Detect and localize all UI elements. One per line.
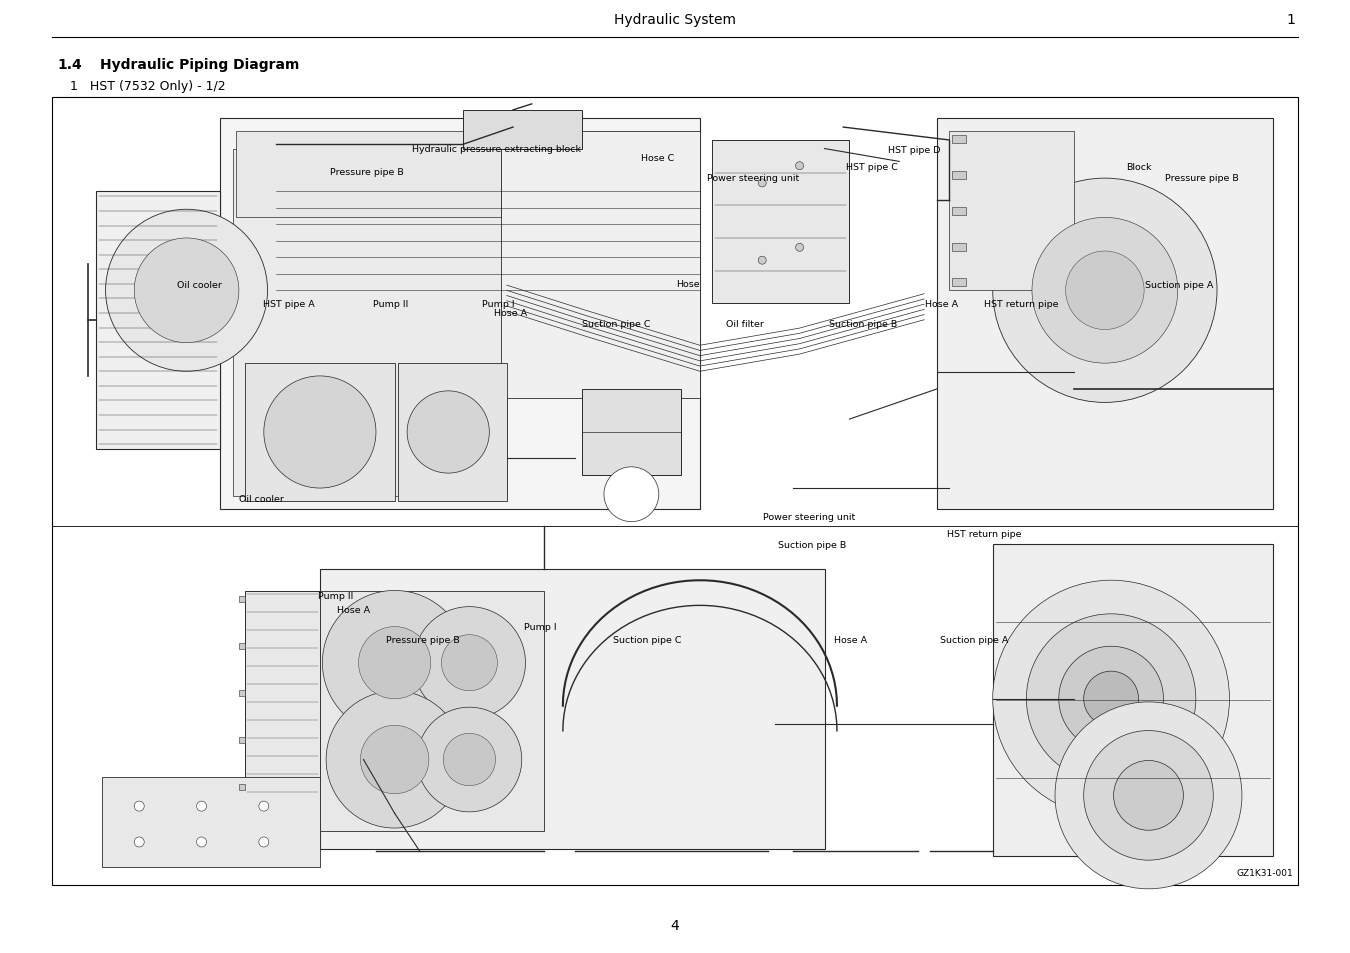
Bar (239, 643, 246, 649)
Text: Suction pipe A: Suction pipe A (1145, 281, 1214, 290)
Text: GZ1K31-001: GZ1K31-001 (1237, 868, 1293, 877)
Circle shape (105, 210, 267, 372)
Circle shape (259, 837, 269, 847)
Text: Hose A: Hose A (925, 299, 958, 309)
Circle shape (1084, 672, 1138, 726)
Circle shape (1056, 702, 1242, 889)
Bar (952, 279, 967, 287)
Text: HST return pipe: HST return pipe (946, 530, 1021, 538)
Bar (239, 597, 246, 602)
Text: Power steering unit: Power steering unit (764, 512, 856, 521)
Text: Oil cooler: Oil cooler (239, 495, 284, 504)
Circle shape (259, 801, 269, 811)
Text: Suction pipe A: Suction pipe A (940, 635, 1008, 644)
Circle shape (327, 691, 463, 828)
Bar (246, 592, 320, 796)
Circle shape (1031, 218, 1177, 364)
Bar (101, 778, 320, 867)
Circle shape (992, 179, 1216, 403)
Bar (937, 119, 1273, 510)
Text: Hydraulic System: Hydraulic System (614, 13, 736, 27)
Text: Hose A: Hose A (338, 605, 370, 614)
Text: Pressure pipe B: Pressure pipe B (386, 635, 460, 644)
Text: Suction pipe B: Suction pipe B (829, 320, 898, 329)
Bar (398, 364, 506, 501)
Text: HST pipe A: HST pipe A (263, 299, 315, 309)
Circle shape (603, 467, 659, 522)
Circle shape (417, 707, 521, 812)
Bar (246, 364, 394, 501)
Text: 1   HST (7532 Only) - 1/2: 1 HST (7532 Only) - 1/2 (70, 80, 225, 92)
Text: Suction pipe B: Suction pipe B (778, 540, 846, 550)
Text: Pump I: Pump I (524, 622, 556, 632)
Circle shape (1058, 646, 1164, 751)
Bar (320, 592, 544, 831)
Text: 1.4: 1.4 (57, 58, 82, 71)
Circle shape (1084, 731, 1214, 861)
Circle shape (441, 635, 497, 691)
Circle shape (1065, 252, 1143, 330)
Text: Pressure pipe B: Pressure pipe B (1165, 173, 1238, 183)
Circle shape (992, 580, 1230, 817)
Bar (463, 111, 582, 150)
Circle shape (1026, 614, 1196, 783)
Circle shape (443, 734, 495, 786)
Text: Hose: Hose (675, 280, 699, 289)
Bar (239, 691, 246, 697)
Text: HST return pipe: HST return pipe (984, 299, 1058, 309)
Circle shape (359, 627, 431, 700)
Text: Pump II: Pump II (373, 299, 409, 309)
Text: Suction pipe C: Suction pipe C (613, 635, 682, 644)
Bar (96, 193, 220, 450)
Circle shape (323, 591, 467, 735)
Text: HST pipe C: HST pipe C (846, 163, 898, 172)
Circle shape (263, 376, 375, 489)
Circle shape (408, 392, 489, 474)
Text: 4: 4 (671, 918, 679, 932)
Circle shape (795, 244, 803, 252)
Bar (236, 132, 501, 218)
Bar (232, 150, 506, 497)
Circle shape (134, 801, 144, 811)
Bar (582, 390, 682, 476)
Bar (952, 136, 967, 144)
Text: Oil filter: Oil filter (726, 320, 764, 329)
Text: Hose A: Hose A (834, 635, 867, 644)
Text: Oil cooler: Oil cooler (177, 281, 221, 290)
Bar (320, 570, 825, 849)
Text: Hose A: Hose A (494, 309, 526, 318)
Text: Hydraulic pressure extracting block: Hydraulic pressure extracting block (412, 145, 582, 153)
Text: Suction pipe C: Suction pipe C (582, 320, 651, 329)
Text: HST pipe D: HST pipe D (888, 146, 941, 155)
Bar (949, 132, 1073, 291)
Text: Pump I: Pump I (482, 299, 514, 309)
Text: Power steering unit: Power steering unit (707, 173, 799, 183)
Circle shape (759, 180, 767, 188)
Bar (992, 545, 1273, 857)
Text: Pressure pipe B: Pressure pipe B (331, 168, 404, 177)
Text: 1: 1 (1287, 13, 1295, 27)
Bar (952, 172, 967, 180)
Bar (952, 208, 967, 215)
Bar (220, 119, 699, 510)
Circle shape (360, 725, 429, 794)
Circle shape (759, 257, 767, 265)
Bar (53, 98, 1297, 885)
Circle shape (197, 801, 207, 811)
Text: Pump II: Pump II (319, 591, 354, 599)
Circle shape (197, 837, 207, 847)
Circle shape (413, 607, 525, 719)
Bar (501, 132, 699, 398)
Circle shape (795, 163, 803, 171)
Bar (713, 141, 849, 304)
Circle shape (134, 837, 144, 847)
Text: Hydraulic Piping Diagram: Hydraulic Piping Diagram (100, 58, 300, 71)
Text: Block: Block (1126, 163, 1152, 172)
Bar (952, 243, 967, 252)
Circle shape (1114, 760, 1184, 830)
Bar (239, 738, 246, 743)
Text: Hose C: Hose C (641, 154, 674, 163)
Bar (239, 784, 246, 791)
Circle shape (134, 238, 239, 343)
